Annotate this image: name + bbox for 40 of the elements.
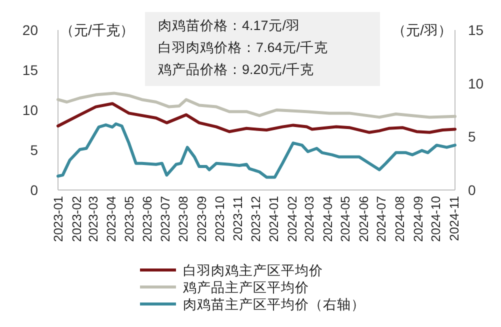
x-tick-label: 2024-08 bbox=[392, 196, 407, 242]
x-tick-label: 2023-03 bbox=[86, 196, 100, 242]
y2-tick-label: 15 bbox=[468, 22, 484, 38]
legend-label: 鸡产品主产区平均价 bbox=[182, 280, 309, 295]
y-tick-label: 0 bbox=[30, 182, 38, 198]
y-axis-title: （元/千克） bbox=[60, 22, 134, 38]
x-tick-label: 2023-09 bbox=[195, 196, 210, 242]
y-tick-label: 20 bbox=[22, 22, 38, 38]
x-tick-label: 2023-02 bbox=[70, 196, 84, 242]
annotation: 白羽肉鸡价格：7.64元/千克 bbox=[158, 40, 328, 55]
y-tick-label: 10 bbox=[22, 102, 38, 118]
x-tick-label: 2024-09 bbox=[411, 196, 426, 242]
x-tick-label: 2024-02 bbox=[285, 196, 300, 242]
x-tick-label: 2023-06 bbox=[140, 196, 155, 242]
x-tick-label: 2024-07 bbox=[374, 196, 389, 242]
y-tick-label: 5 bbox=[30, 142, 38, 158]
x-tick-label: 2024-05 bbox=[338, 196, 353, 242]
x-tick-label: 2024-11 bbox=[447, 196, 462, 241]
y2-tick-label: 10 bbox=[468, 75, 484, 92]
x-tick-label: 2024-04 bbox=[320, 196, 335, 242]
annotation: 肉鸡苗价格：4.17元/羽 bbox=[158, 18, 300, 33]
y2-tick-label: 5 bbox=[468, 128, 476, 145]
x-tick-label: 2023-01 bbox=[52, 196, 66, 242]
legend-label: 肉鸡苗主产区平均价（右轴） bbox=[183, 297, 365, 312]
x-tick-label: 2024-03 bbox=[302, 196, 317, 242]
x-tick-label: 2023-10 bbox=[212, 196, 227, 242]
x-tick-label: 2024-10 bbox=[429, 196, 444, 242]
x-tick-label: 2023-07 bbox=[158, 196, 172, 242]
legend-label: 白羽肉鸡主产区平均价 bbox=[183, 263, 323, 278]
annotation: 鸡产品价格：9.20元/千克 bbox=[157, 62, 314, 77]
x-tick-label: 2024-06 bbox=[356, 196, 371, 242]
x-tick-label: 2023-11 bbox=[231, 196, 246, 241]
y-tick-label: 15 bbox=[22, 62, 38, 78]
y2-tick-label: 0 bbox=[468, 182, 476, 198]
y2-axis-title: （元/羽） bbox=[392, 22, 452, 38]
x-tick-label: 2023-04 bbox=[104, 196, 119, 242]
x-tick-label: 2023-05 bbox=[122, 196, 136, 242]
x-tick-label: 2023-12 bbox=[248, 196, 263, 242]
x-tick-label: 2024-01 bbox=[267, 196, 282, 242]
x-tick-label: 2023-08 bbox=[176, 196, 191, 242]
